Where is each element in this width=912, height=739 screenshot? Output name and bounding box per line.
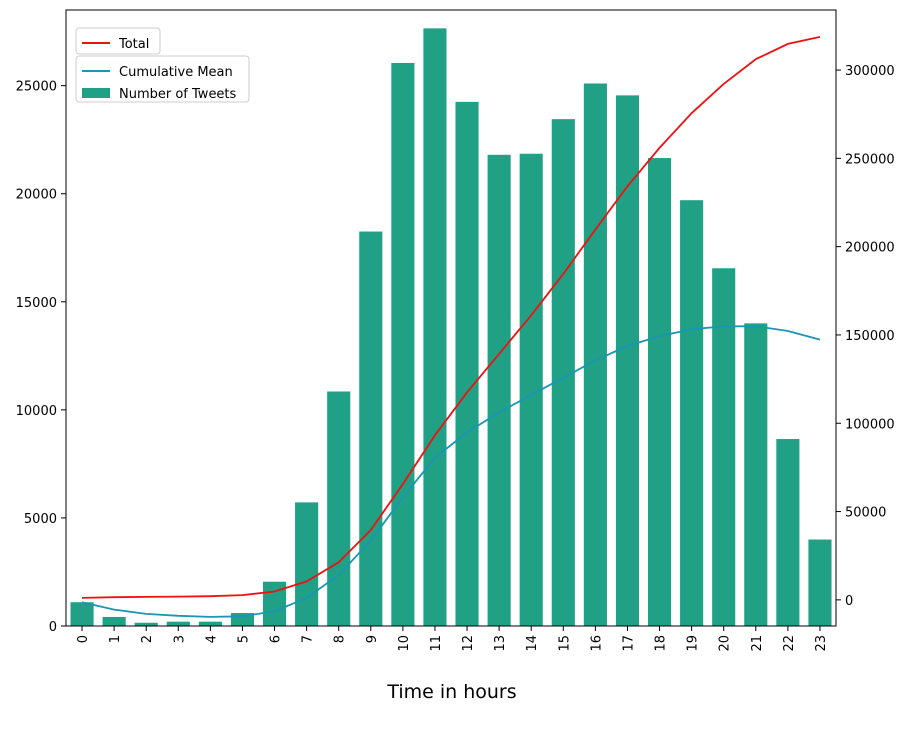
- legend-label-cumulative-mean: Cumulative Mean: [119, 65, 233, 80]
- x-tick-label: 17: [622, 635, 637, 652]
- right-y-tick-label: 300000: [845, 64, 895, 79]
- x-tick-label: 8: [333, 635, 348, 643]
- bar-22: [776, 439, 800, 626]
- right-y-tick-label: 150000: [845, 329, 895, 344]
- bar-23: [808, 539, 832, 626]
- legend-box: [75, 55, 250, 103]
- x-tick-label: 0: [76, 635, 91, 643]
- bar-18: [647, 158, 672, 626]
- left-y-tick-label: 20000: [16, 188, 57, 203]
- bar-11: [423, 28, 447, 626]
- x-tick-label: 12: [461, 635, 476, 652]
- legend-label-number-of-tweets: Number of Tweets: [119, 87, 237, 102]
- left-y-tick-label: 5000: [24, 512, 57, 527]
- right-y-tick-label: 50000: [845, 506, 886, 521]
- x-tick-label: 14: [525, 635, 540, 652]
- x-tick-label: 1: [108, 635, 123, 643]
- line-total: [81, 36, 821, 599]
- bar-8: [327, 391, 351, 626]
- bar-20: [712, 268, 736, 626]
- x-tick-label: 2: [140, 635, 155, 643]
- x-tick-label: 13: [493, 635, 508, 652]
- bars-layer: [70, 28, 832, 627]
- x-tick-label: 20: [718, 635, 733, 652]
- plot-frame: [65, 9, 837, 627]
- x-tick-label: 15: [557, 635, 572, 652]
- bar-3: [166, 621, 190, 626]
- x-tick-label: 10: [397, 635, 412, 652]
- legend-swatch-bar: [82, 88, 110, 98]
- x-tick-label: 3: [172, 635, 187, 643]
- right-y-tick-label: 250000: [845, 152, 895, 167]
- bar-9: [359, 231, 383, 626]
- line-cumulative-mean: [81, 325, 821, 618]
- legend-box: [75, 27, 161, 55]
- bar-0: [70, 602, 94, 626]
- x-tick-label: 4: [204, 635, 219, 643]
- x-axis-label: Time in hours: [386, 681, 516, 703]
- legend-layer: Total Cumulative Mean Number of Tweets: [75, 27, 250, 103]
- right-y-tick-label: 200000: [845, 241, 895, 256]
- axes-layer: 0500010000150002000025000050000100000150…: [16, 9, 895, 652]
- right-y-tick-label: 100000: [845, 417, 895, 432]
- bar-2: [134, 622, 158, 626]
- bar-15: [551, 119, 575, 626]
- bar-12: [455, 101, 479, 627]
- bar-17: [615, 95, 640, 627]
- bar-21: [744, 323, 768, 626]
- bar-10: [391, 62, 415, 626]
- x-tick-label: 18: [654, 635, 669, 652]
- bar-4: [198, 621, 222, 626]
- left-y-tick-label: 15000: [16, 296, 57, 311]
- x-tick-label: 19: [686, 635, 701, 652]
- legend-label-total: Total: [118, 37, 149, 52]
- bar-14: [519, 153, 543, 626]
- left-y-tick-label: 25000: [16, 80, 57, 95]
- x-tick-label: 7: [301, 635, 316, 643]
- bar-1: [102, 616, 126, 626]
- x-tick-label: 21: [750, 635, 765, 652]
- bar-13: [487, 154, 511, 627]
- x-tick-label: 16: [589, 635, 604, 652]
- right-y-tick-label: 0: [845, 594, 853, 609]
- x-tick-label: 22: [782, 635, 797, 652]
- left-y-tick-label: 10000: [16, 404, 57, 419]
- bar-7: [295, 502, 319, 626]
- lines-layer: [81, 36, 821, 618]
- x-tick-label: 6: [269, 635, 284, 643]
- x-tick-label: 11: [429, 635, 444, 652]
- bar-16: [583, 83, 607, 626]
- bar-19: [680, 200, 704, 627]
- left-y-tick-label: 0: [49, 620, 57, 635]
- x-tick-label: 5: [237, 635, 252, 643]
- x-tick-label: 9: [365, 635, 380, 643]
- x-tick-label: 23: [814, 635, 829, 652]
